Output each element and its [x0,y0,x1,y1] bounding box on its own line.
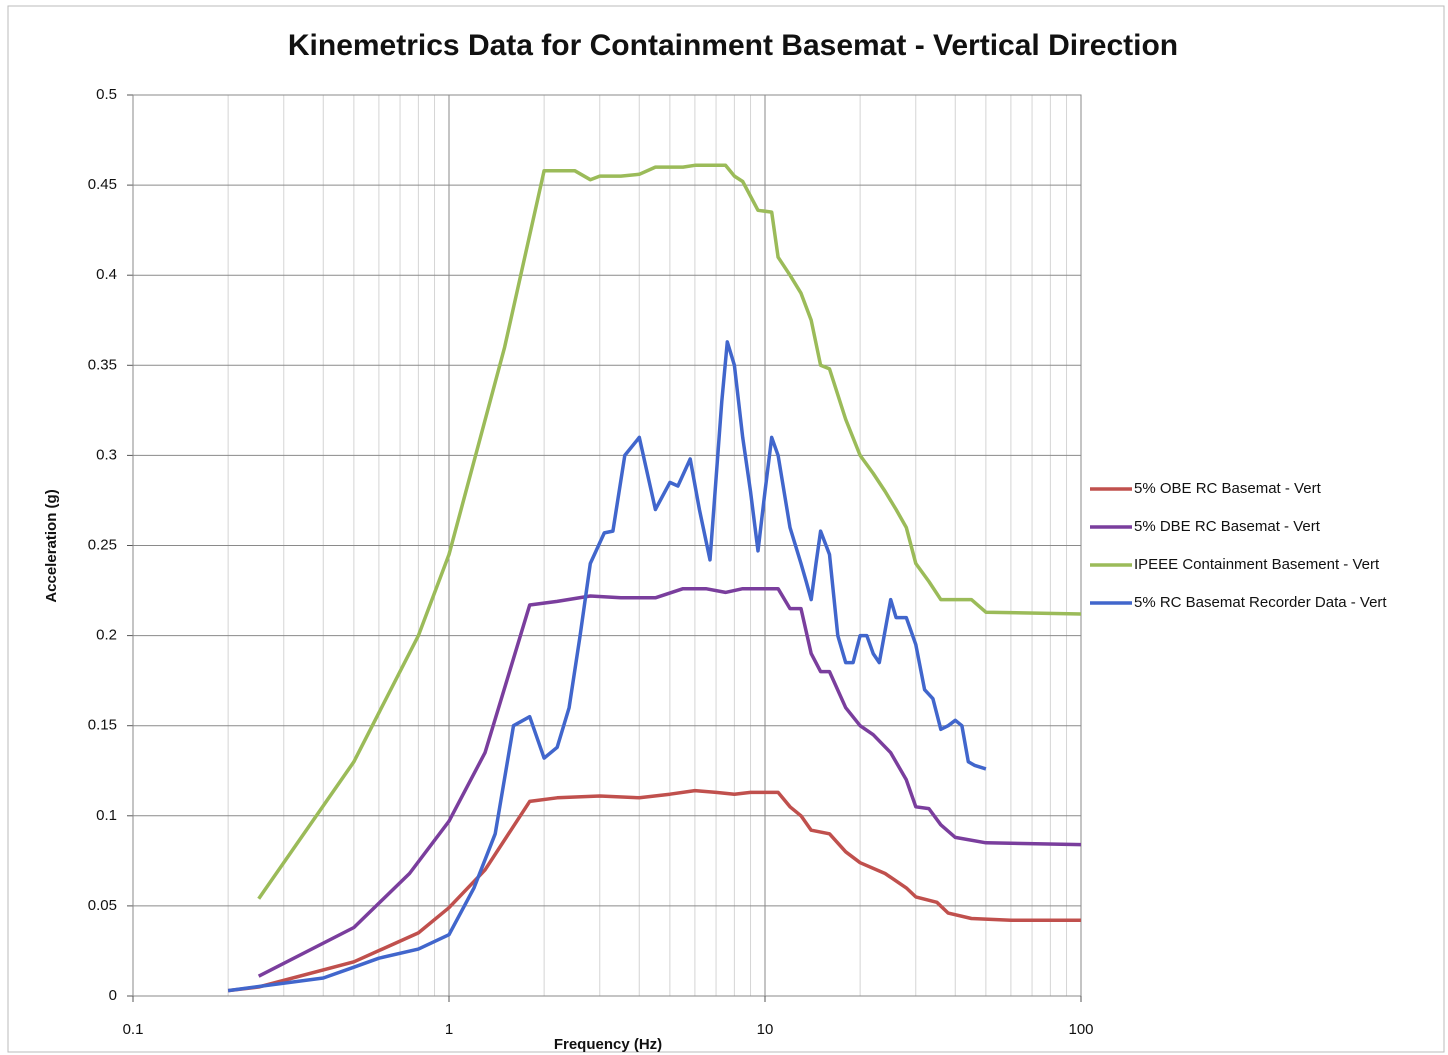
series-line [227,340,987,993]
y-tick-label: 0.15 [88,717,117,734]
y-tick-label: 0.05 [88,897,117,914]
series-line [257,586,1082,978]
x-tick-label: 10 [757,1021,774,1038]
series-line [257,163,1082,900]
y-tick-label: 0.35 [88,356,117,373]
y-tick-label: 0.5 [96,86,117,103]
y-tick-label: 0.2 [96,627,117,644]
y-axis-label: Acceleration (g) [43,489,60,602]
x-axis-label: Frequency (Hz) [554,1036,662,1053]
x-tick-label: 0.1 [123,1021,144,1038]
legend-label: 5% RC Basemat Recorder Data - Vert [1134,594,1387,611]
chart-title: Kinemetrics Data for Containment Basemat… [288,29,1178,62]
legend-label: IPEEE Containment Basement - Vert [1134,556,1380,573]
y-tick-label: 0.25 [88,536,117,553]
y-tick-label: 0.1 [96,807,117,824]
x-tick-label: 100 [1068,1021,1093,1038]
y-tick-label: 0 [109,987,117,1004]
y-tick-label: 0.4 [96,266,117,283]
legend-label: 5% OBE RC Basemat - Vert [1134,480,1322,497]
legend-label: 5% DBE RC Basemat - Vert [1134,518,1321,535]
x-tick-label: 1 [445,1021,453,1038]
y-tick-label: 0.45 [88,176,117,193]
y-tick-label: 0.3 [96,446,117,463]
